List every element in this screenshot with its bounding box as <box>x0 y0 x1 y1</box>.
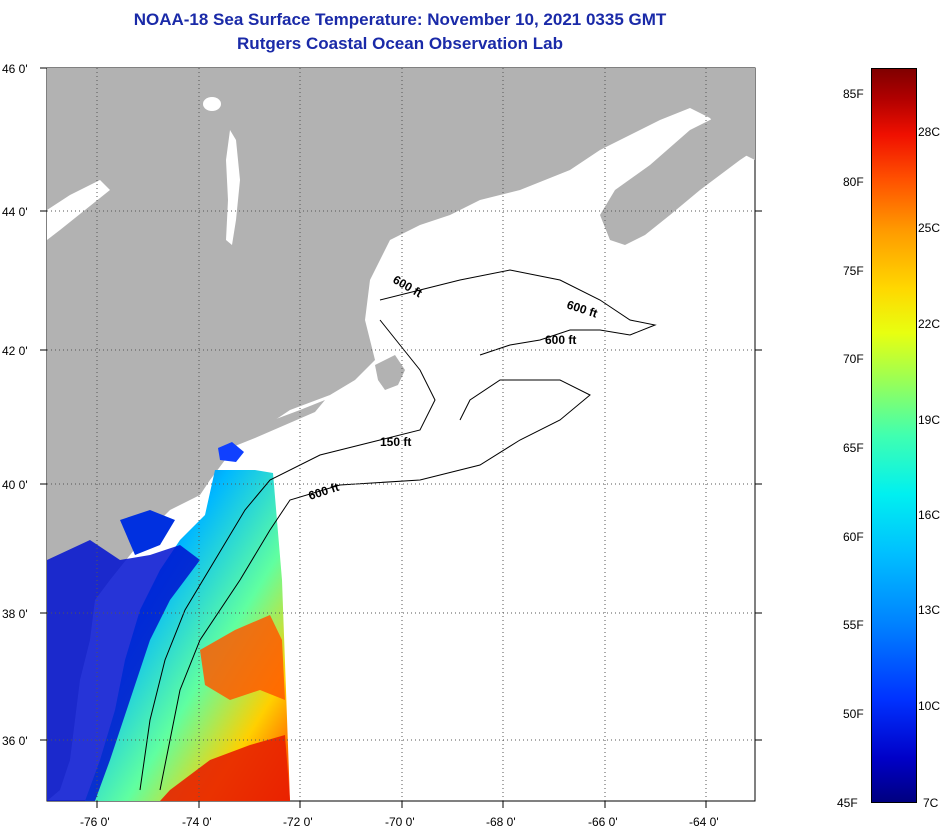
contour-label: 150 ft <box>380 435 411 449</box>
colorbar-f-label: 55F <box>843 618 864 632</box>
lon-label: -74 0' <box>182 815 212 829</box>
lon-label: -66 0' <box>588 815 618 829</box>
colorbar-c-label: 16C <box>918 508 941 522</box>
colorbar-c-label: 19C <box>918 413 941 427</box>
land-mass <box>47 68 755 801</box>
depth-contour-600 <box>159 379 591 791</box>
colorbar-c-label: 25C <box>918 221 941 235</box>
nova-scotia <box>600 115 755 245</box>
cape-cod <box>375 355 405 390</box>
lon-label: -70 0' <box>385 815 415 829</box>
ny-bight-patch <box>218 442 244 462</box>
chart-title: NOAA-18 Sea Surface Temperature: Novembe… <box>133 10 667 29</box>
lon-label: -68 0' <box>486 815 516 829</box>
colorbar-c-label: 10C <box>918 699 941 713</box>
colorbar-f-label: 60F <box>843 530 864 544</box>
depth-contour-150 <box>139 319 436 791</box>
colorbar-f-label: 75F <box>843 264 864 278</box>
lon-label: -64 0' <box>689 815 719 829</box>
colorbar-f-label: 45F <box>837 796 858 810</box>
lake-champlain <box>226 130 240 245</box>
delaware-bay <box>120 510 175 555</box>
lake-small <box>203 97 221 111</box>
colorbar-f-label: 80F <box>843 175 864 189</box>
lake-ontario <box>47 180 110 240</box>
colorbar-f-label: 50F <box>843 707 864 721</box>
sst-swath <box>85 470 290 801</box>
warm-core <box>160 735 290 801</box>
colorbar-c-label: 22C <box>918 317 941 331</box>
warm-eddy <box>200 615 285 700</box>
colorbar-f-label: 85F <box>843 87 864 101</box>
chart-subtitle: Rutgers Coastal Ocean Observation Lab <box>237 34 563 53</box>
lon-label: -76 0' <box>80 815 110 829</box>
colorbar-f-label: 65F <box>843 441 864 455</box>
color-scale-bar <box>871 68 917 803</box>
cold-shelf <box>47 540 200 801</box>
colorbar-f-label: 70F <box>843 352 864 366</box>
lat-label: 44 0' <box>2 205 28 219</box>
lat-label: 36 0' <box>2 734 28 748</box>
depth-contour-gom <box>379 269 657 356</box>
lon-label: -72 0' <box>283 815 313 829</box>
colorbar-c-label: 13C <box>918 603 941 617</box>
axis-ticks <box>40 67 762 808</box>
lat-label: 40 0' <box>2 478 28 492</box>
lat-label: 42 0' <box>2 344 28 358</box>
colorbar-c-label: 7C <box>923 796 939 810</box>
lat-label: 38 0' <box>2 607 28 621</box>
contour-label: 600 ft <box>545 333 576 347</box>
colorbar-c-label: 28C <box>918 125 941 139</box>
lat-label: 46 0' <box>2 62 28 76</box>
